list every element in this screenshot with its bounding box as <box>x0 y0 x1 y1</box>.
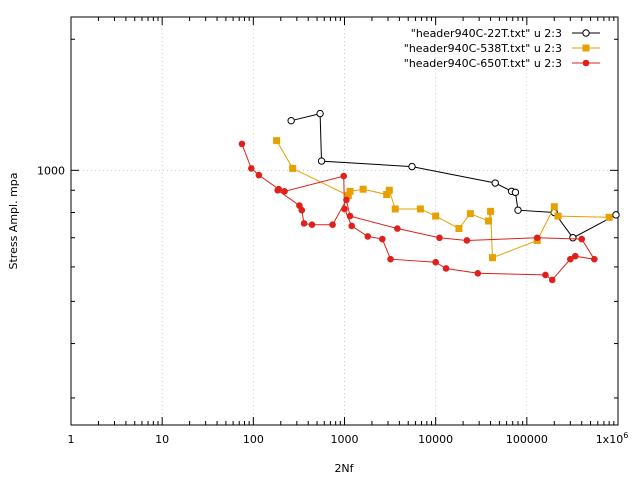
series-line <box>276 140 610 259</box>
data-point <box>344 192 352 200</box>
y-tick-label: 1000 <box>37 164 65 177</box>
data-point <box>379 235 386 243</box>
data-point <box>346 187 354 195</box>
x-tick-label: 100 <box>243 433 264 446</box>
data-point <box>591 255 598 263</box>
data-point <box>287 117 295 125</box>
x-tick-label: 10000 <box>418 433 453 446</box>
data-point <box>238 140 246 148</box>
x-tick-label: 1000 <box>331 433 359 446</box>
data-point <box>387 255 394 263</box>
data-point <box>514 206 522 214</box>
series-line <box>241 143 596 281</box>
data-point <box>488 254 496 262</box>
data-point <box>316 109 324 118</box>
data-point <box>554 212 562 220</box>
y-axis-label: Stress Ampl. mpa <box>7 172 20 269</box>
legend-marker <box>582 44 590 52</box>
data-point <box>248 165 255 172</box>
data-point <box>281 187 288 195</box>
series-2 <box>273 137 613 262</box>
data-point <box>408 162 416 171</box>
data-point <box>255 171 263 179</box>
data-point <box>348 222 356 230</box>
data-point <box>485 217 493 225</box>
series-group <box>238 109 620 284</box>
data-point <box>567 255 574 263</box>
series-1 <box>287 109 620 242</box>
series-line <box>291 112 617 239</box>
data-point <box>346 212 354 220</box>
data-point <box>455 225 463 233</box>
data-point <box>466 210 474 218</box>
data-point <box>300 220 308 227</box>
data-point <box>273 137 281 145</box>
data-point <box>296 202 303 209</box>
legend-marker <box>582 29 590 37</box>
grid <box>71 17 618 425</box>
data-point <box>612 211 620 219</box>
data-point <box>383 190 391 198</box>
data-point <box>487 207 495 215</box>
data-point <box>364 233 372 240</box>
data-point <box>442 265 450 272</box>
data-point <box>329 221 336 229</box>
x-tick-label: 1x106 <box>596 431 629 446</box>
legend-label: "header940C-22T.txt" u 2:3 <box>411 27 562 40</box>
data-point <box>391 205 399 213</box>
data-point <box>533 234 541 242</box>
data-point <box>359 185 367 193</box>
data-point <box>436 234 443 242</box>
data-point <box>385 186 393 194</box>
data-point <box>542 271 549 279</box>
data-point <box>317 157 326 165</box>
data-point <box>491 179 499 187</box>
series-3 <box>238 140 598 284</box>
data-point <box>605 213 613 221</box>
data-point <box>308 221 316 229</box>
data-point <box>569 234 577 242</box>
axes: 1 10 100 1000 10000 100000 1x106 1000 <box>37 17 628 446</box>
data-point <box>578 235 586 243</box>
data-point <box>289 164 297 172</box>
data-point <box>341 205 348 213</box>
data-point <box>416 205 424 213</box>
data-point <box>343 196 350 204</box>
legend: "header940C-22T.txt" u 2:3 "header940C-53… <box>404 27 600 70</box>
x-axis-label: 2Nf <box>334 462 354 475</box>
data-point <box>432 212 440 220</box>
data-point <box>394 225 401 232</box>
x-tick-label: 100000 <box>506 433 548 446</box>
data-point <box>340 172 348 180</box>
legend-label: "header940C-538T.txt" u 2:3 <box>404 42 562 55</box>
data-point <box>463 237 471 244</box>
data-point <box>432 258 439 266</box>
x-tick-label: 10 <box>155 433 169 446</box>
data-point <box>474 270 482 277</box>
legend-label: "header940C-650T.txt" u 2:3 <box>404 57 562 70</box>
x-tick-label: 1 <box>68 433 75 446</box>
data-point <box>511 188 520 197</box>
data-point <box>550 203 558 211</box>
data-point <box>274 186 281 194</box>
legend-marker <box>582 59 590 67</box>
data-point <box>571 252 579 260</box>
data-point <box>548 276 556 284</box>
